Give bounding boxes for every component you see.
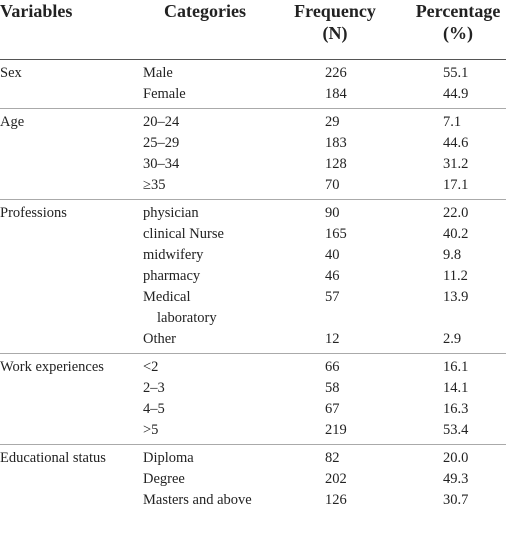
variable-cell: Work experiences [0, 359, 104, 375]
percentage-cell: 9.8 [443, 247, 462, 263]
frequency-cell: 67 [325, 401, 340, 417]
frequency-cell: 29 [325, 114, 340, 130]
header-cell: Variables [0, 1, 73, 21]
percentage-cell: 2.9 [443, 331, 462, 347]
category-cell: clinical Nurse [143, 226, 224, 242]
category-cell: Male [143, 65, 173, 81]
category-cell: pharmacy [143, 268, 201, 284]
category-cell: 2–3 [143, 380, 165, 396]
category-cell: ≥35 [143, 177, 166, 193]
frequency-cell: 219 [325, 422, 347, 438]
percentage-cell: 40.2 [443, 226, 469, 242]
variable-cell: Educational status [0, 450, 106, 466]
percentage-cell: 30.7 [443, 492, 469, 508]
variable-cell: Sex [0, 65, 22, 81]
category-cell: 30–34 [143, 156, 180, 172]
frequency-cell: 184 [325, 86, 347, 102]
header-cell: (%) [443, 23, 473, 43]
frequency-cell: 82 [325, 450, 340, 466]
frequency-cell: 66 [325, 359, 340, 375]
row-group: Educational status Diploma 82 20.0 Degree 202… [0, 445, 506, 514]
row-group: Sex Male 226 55.1 Female 184 44.9 [0, 60, 506, 109]
category-cell: >5 [143, 422, 159, 438]
frequency-cell: 90 [325, 205, 340, 221]
percentage-cell: 22.0 [443, 205, 469, 221]
frequency-cell: 46 [325, 268, 340, 284]
percentage-cell: 31.2 [443, 156, 469, 172]
header-cell: Frequency [294, 1, 376, 21]
table-body: Sex Male 226 55.1 Female 184 44.9 Age 20–24 29 7.1… [0, 60, 506, 514]
category-cell: Medical laboratory [143, 289, 217, 326]
percentage-cell: 16.1 [443, 359, 469, 375]
frequency-cell: 12 [325, 331, 340, 347]
category-cell: Female [143, 86, 186, 102]
variable-cell: Professions [0, 205, 67, 221]
percentage-cell: 14.1 [443, 380, 469, 396]
header-cell: (N) [322, 23, 348, 43]
percentage-cell: 44.6 [443, 135, 469, 151]
category-cell: <2 [143, 359, 159, 375]
category-cell: Other [143, 331, 177, 347]
frequency-cell: 165 [325, 226, 347, 242]
frequency-cell: 226 [325, 65, 347, 81]
variable-cell: Age [0, 114, 25, 130]
percentage-cell: 53.4 [443, 422, 469, 438]
frequency-cell: 126 [325, 492, 347, 508]
percentage-cell: 55.1 [443, 65, 469, 81]
frequency-cell: 57 [325, 289, 340, 305]
percentage-cell: 13.9 [443, 289, 469, 305]
row-group: Professions physician 90 22.0 clinical Nurse… [0, 200, 506, 354]
frequency-cell: 128 [325, 156, 347, 172]
header-cell: Categories [164, 1, 246, 21]
percentage-cell: 20.0 [443, 450, 469, 466]
percentage-cell: 7.1 [443, 114, 462, 130]
header-cell: Percentage [415, 1, 501, 21]
category-cell: physician [143, 205, 199, 221]
frequency-cell: 70 [325, 177, 340, 193]
category-cell: Degree [143, 471, 185, 487]
category-cell: 25–29 [143, 135, 180, 151]
row-group: Age 20–24 29 7.1 25–29 183 44.6 30–34 128 31.2 ≥35… [0, 109, 506, 200]
category-cell: midwifery [143, 247, 204, 263]
percentage-cell: 49.3 [443, 471, 469, 487]
percentage-cell: 16.3 [443, 401, 469, 417]
category-cell: Diploma [143, 450, 194, 466]
table-header: Variables Categories Frequency (N) Perce… [0, 0, 506, 60]
row-group: Work experiences <2 66 16.1 2–3 58 14.1 4–5 67 16… [0, 354, 506, 445]
frequency-cell: 202 [325, 471, 347, 487]
category-cell: 4–5 [143, 401, 165, 417]
percentage-cell: 44.9 [443, 86, 469, 102]
percentage-cell: 17.1 [443, 177, 469, 193]
frequency-cell: 40 [325, 247, 340, 263]
frequency-cell: 183 [325, 135, 347, 151]
category-cell: 20–24 [143, 114, 180, 130]
category-cell: Masters and above [143, 492, 252, 508]
percentage-cell: 11.2 [443, 268, 468, 284]
frequency-cell: 58 [325, 380, 340, 396]
